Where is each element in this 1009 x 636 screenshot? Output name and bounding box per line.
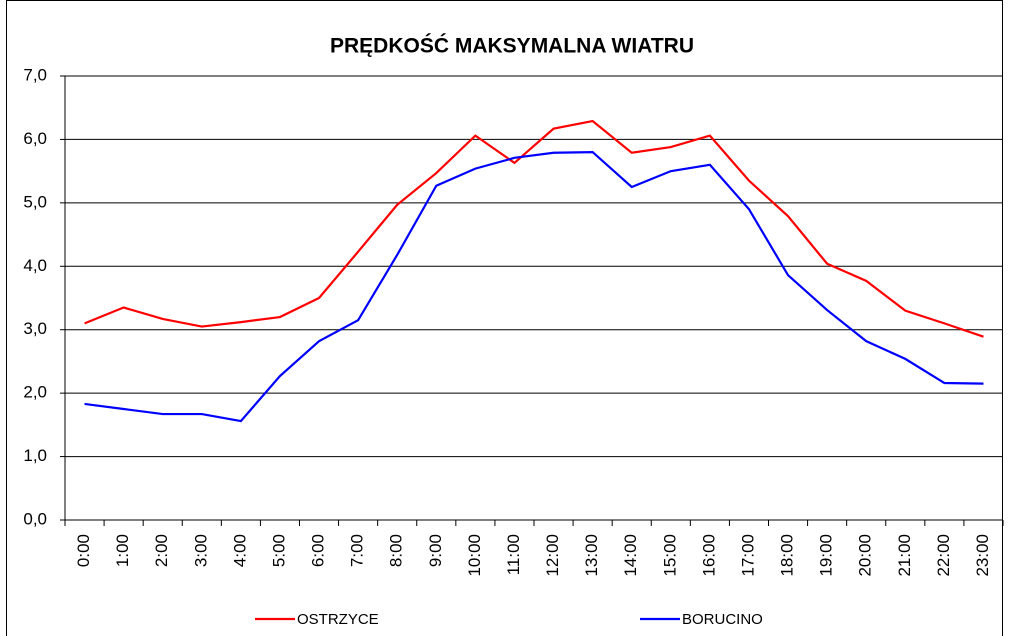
x-tick-label: 17:00 [738,534,757,577]
x-tick-label: 18:00 [778,534,797,577]
x-tick-label: 2:00 [152,534,171,567]
x-tick-label: 23:00 [973,534,992,577]
x-tick-label: 16:00 [699,534,718,577]
x-tick-label: 19:00 [817,534,836,577]
x-tick-label: 1:00 [113,534,132,567]
x-tick-label: 5:00 [269,534,288,567]
y-tick-label: 6,0 [23,129,47,148]
series-line [84,151,984,423]
y-tick-label: 4,0 [23,256,47,275]
x-tick-label: 12:00 [543,534,562,577]
x-tick-label: 6:00 [309,534,328,567]
x-tick-label: 22:00 [934,534,953,577]
x-tick-label: 3:00 [191,534,210,567]
x-tick-label: 8:00 [387,534,406,567]
x-tick-label: 0:00 [74,534,93,567]
legend-label: OSTRZYCE [297,611,379,628]
y-tick-label: 0,0 [23,509,47,528]
x-tick-label: 13:00 [582,534,601,577]
chart-title: PRĘDKOŚĆ MAKSYMALNA WIATRU [330,34,694,58]
y-tick-label: 2,0 [23,383,47,402]
x-tick-label: 20:00 [856,534,875,577]
x-tick-label: 9:00 [426,534,445,567]
y-tick-label: 1,0 [23,446,47,465]
x-tick-label: 11:00 [504,534,523,575]
y-tick-label: 3,0 [23,319,47,338]
x-tick-label: 10:00 [465,534,484,577]
x-tick-label: 15:00 [660,534,679,577]
y-tick-label: 5,0 [23,192,47,211]
y-tick-label: 7,0 [23,65,47,84]
x-tick-label: 7:00 [348,534,367,567]
series-line [84,119,984,338]
x-tick-label: 14:00 [621,534,640,577]
legend-label: BORUCINO [682,611,763,628]
x-tick-label: 21:00 [895,534,914,577]
x-tick-label: 4:00 [230,534,249,567]
